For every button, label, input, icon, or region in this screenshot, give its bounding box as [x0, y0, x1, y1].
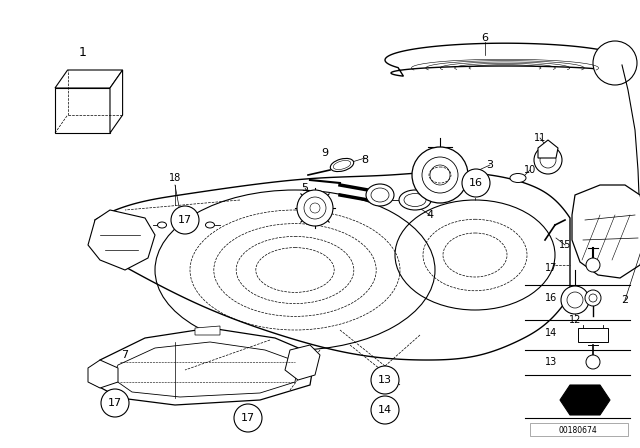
- Text: 17: 17: [545, 263, 557, 273]
- Polygon shape: [195, 326, 220, 335]
- Circle shape: [534, 146, 562, 174]
- Text: 7: 7: [122, 350, 129, 360]
- Text: 12: 12: [569, 315, 581, 325]
- Text: 17: 17: [241, 413, 255, 423]
- Polygon shape: [55, 88, 110, 133]
- Polygon shape: [572, 185, 640, 278]
- Text: 10: 10: [524, 165, 536, 175]
- Polygon shape: [110, 70, 123, 133]
- Text: 6: 6: [481, 33, 488, 43]
- Circle shape: [412, 147, 468, 203]
- Circle shape: [297, 190, 333, 226]
- Circle shape: [171, 206, 199, 234]
- Text: 8: 8: [362, 155, 369, 165]
- Text: 16: 16: [469, 178, 483, 188]
- Polygon shape: [538, 140, 558, 158]
- Ellipse shape: [205, 222, 214, 228]
- Text: 9: 9: [321, 148, 328, 158]
- Text: 2: 2: [621, 295, 628, 305]
- Circle shape: [371, 366, 399, 394]
- Text: 1: 1: [79, 46, 87, 59]
- Ellipse shape: [510, 173, 526, 182]
- Polygon shape: [88, 210, 155, 270]
- Circle shape: [561, 286, 589, 314]
- Polygon shape: [285, 345, 320, 380]
- Text: 5: 5: [301, 183, 308, 193]
- Text: 15: 15: [559, 240, 571, 250]
- Text: 16: 16: [545, 293, 557, 303]
- Ellipse shape: [157, 222, 166, 228]
- Circle shape: [101, 389, 129, 417]
- Text: 13: 13: [545, 357, 557, 367]
- Ellipse shape: [366, 184, 394, 206]
- Text: 14: 14: [378, 405, 392, 415]
- Polygon shape: [95, 172, 570, 360]
- Circle shape: [371, 396, 399, 424]
- Text: 17: 17: [108, 398, 122, 408]
- Circle shape: [586, 355, 600, 369]
- Text: 11: 11: [534, 133, 546, 143]
- Ellipse shape: [399, 190, 431, 210]
- Polygon shape: [560, 385, 610, 415]
- Polygon shape: [90, 328, 315, 405]
- Text: 18: 18: [169, 173, 181, 183]
- Polygon shape: [578, 328, 608, 342]
- Polygon shape: [55, 70, 123, 88]
- Ellipse shape: [330, 159, 354, 172]
- Text: 3: 3: [486, 160, 493, 170]
- Circle shape: [586, 258, 600, 272]
- Polygon shape: [385, 43, 625, 76]
- Circle shape: [234, 404, 262, 432]
- Text: 4: 4: [426, 210, 433, 220]
- Circle shape: [462, 169, 490, 197]
- Circle shape: [593, 41, 637, 85]
- Text: 00180674: 00180674: [559, 426, 597, 435]
- Circle shape: [585, 290, 601, 306]
- Text: 13: 13: [378, 375, 392, 385]
- Text: 17: 17: [178, 215, 192, 225]
- Text: 14: 14: [545, 328, 557, 338]
- Polygon shape: [88, 360, 118, 388]
